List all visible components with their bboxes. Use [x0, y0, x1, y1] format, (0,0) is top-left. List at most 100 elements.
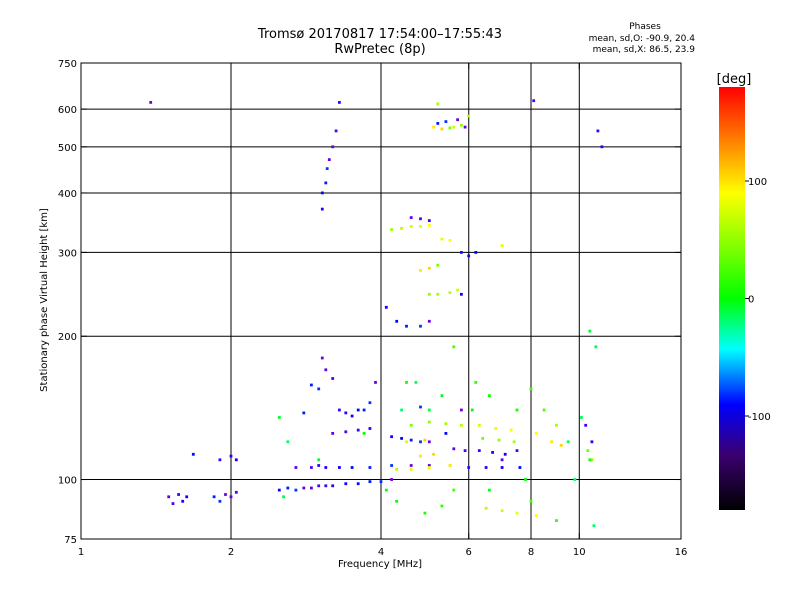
colorbar-tick-label: -100 [748, 412, 771, 423]
data-point [440, 504, 444, 508]
data-point [460, 292, 463, 296]
data-point [390, 478, 393, 481]
data-point [452, 488, 456, 492]
data-point [171, 502, 175, 505]
data-point [448, 126, 452, 130]
data-point [477, 449, 481, 452]
data-point [419, 324, 422, 328]
chart-title: Tromsø 20170817 17:54:00–17:55:43 [257, 27, 502, 42]
data-point [362, 408, 366, 412]
data-point [344, 482, 348, 486]
data-point [456, 118, 459, 122]
colorbar-tick-label: 0 [748, 295, 754, 306]
data-point [320, 191, 324, 195]
data-point [390, 435, 393, 439]
data-point [534, 514, 538, 517]
data-point [212, 495, 216, 499]
x-axis-label: Frequency [MHz] [338, 559, 422, 570]
data-point [532, 99, 536, 103]
data-point [436, 292, 440, 296]
data-point [395, 499, 399, 503]
data-point [218, 458, 222, 462]
legend-o-stats: mean, sd,O: -90.9, 20.4 [589, 34, 696, 44]
data-point [427, 219, 431, 222]
data-point [390, 228, 393, 231]
y-tick-label: 600 [58, 105, 77, 116]
data-point [427, 408, 431, 412]
data-point [448, 291, 452, 294]
data-point [405, 381, 408, 384]
data-point [460, 423, 463, 427]
data-point [400, 408, 403, 412]
data-point [331, 432, 335, 435]
data-point [456, 288, 459, 292]
data-point [149, 101, 153, 104]
data-point [500, 244, 504, 247]
data-point [400, 437, 403, 440]
data-point [436, 102, 440, 106]
data-point [356, 408, 360, 412]
data-point [515, 511, 519, 515]
axes: 1 2 4 6 8 10 16 75 100 200 300 400 500 600 750 [58, 59, 687, 558]
data-point [590, 440, 594, 444]
data-point [484, 506, 488, 510]
data-point [350, 414, 354, 418]
data-point [515, 449, 519, 452]
data-point [362, 432, 366, 435]
data-points [149, 99, 604, 528]
data-point [338, 101, 341, 104]
data-point [294, 466, 298, 469]
data-point [320, 207, 324, 211]
x-tick-label: 1 [78, 547, 84, 558]
data-point [368, 480, 372, 483]
data-point [310, 466, 313, 469]
data-point [488, 488, 491, 492]
data-point [596, 129, 600, 133]
data-point [555, 519, 558, 522]
data-point [368, 466, 372, 469]
y-tick-label: 400 [58, 189, 77, 200]
data-point [515, 408, 519, 412]
data-point [423, 438, 427, 442]
data-point [338, 408, 341, 412]
data-point [324, 368, 328, 372]
x-tick-label: 4 [378, 547, 384, 558]
data-point [379, 480, 383, 483]
data-point [390, 464, 393, 467]
data-point [286, 486, 290, 490]
data-point [427, 420, 431, 424]
data-point [350, 466, 354, 469]
data-point [427, 464, 431, 467]
data-point [317, 484, 321, 488]
x-tick-label: 10 [573, 547, 586, 558]
data-point [277, 416, 281, 419]
data-point [327, 158, 331, 161]
data-point [529, 387, 533, 391]
data-point [559, 443, 563, 447]
data-point [320, 356, 324, 360]
data-point [234, 458, 238, 462]
y-tick-label: 750 [58, 59, 77, 70]
data-point [566, 440, 570, 444]
data-point [395, 468, 399, 471]
data-point [409, 468, 413, 471]
data-point [419, 225, 422, 228]
data-point [590, 458, 594, 462]
data-point [467, 254, 471, 258]
data-point [218, 499, 222, 503]
data-point [167, 495, 171, 499]
data-point [460, 408, 463, 412]
data-point [310, 486, 313, 490]
colorbar-tick-label: 100 [748, 177, 767, 188]
data-point [460, 123, 463, 127]
grid-lines [81, 63, 681, 539]
data-point [448, 239, 452, 242]
data-point [474, 251, 478, 254]
data-point [294, 488, 298, 492]
data-point [444, 432, 448, 435]
data-point [594, 345, 598, 349]
data-point [427, 466, 431, 469]
data-point [405, 324, 408, 328]
data-point [324, 484, 328, 488]
data-point [331, 484, 335, 488]
